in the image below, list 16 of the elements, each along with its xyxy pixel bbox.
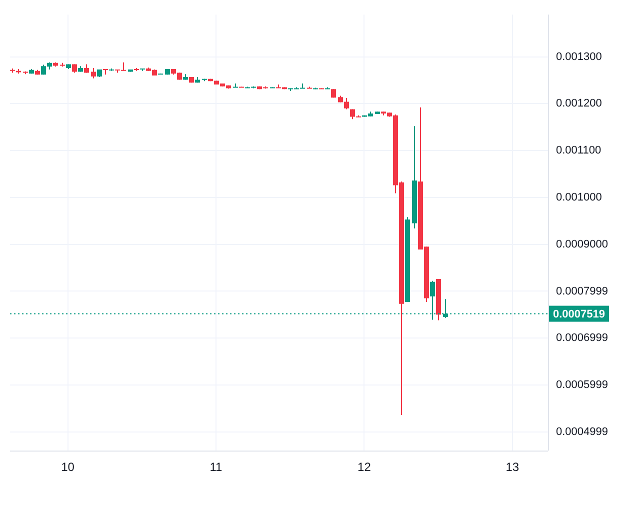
y-tick-label: 0.001300: [556, 50, 602, 63]
y-tick-label: 0.001100: [556, 144, 602, 157]
x-tick-label: 11: [210, 460, 223, 474]
y-tick-label: 0.0005999: [556, 379, 608, 392]
x-tick-label: 12: [358, 460, 372, 474]
y-tick-label: 0.0009000: [556, 238, 608, 250]
y-tick-label: 0.0007999: [556, 285, 608, 298]
y-tick-label: 0.0004999: [556, 426, 608, 438]
y-tick-label: 0.0006999: [556, 332, 608, 344]
candlestick: [233, 83, 238, 88]
x-tick-label: 13: [506, 460, 520, 474]
y-tick-label: 0.001200: [556, 98, 602, 110]
ref-line-label: 0.0007519: [553, 308, 605, 320]
x-tick-label: 10: [61, 460, 75, 474]
candlestick: [91, 68, 96, 79]
y-tick-label: 0.001000: [556, 191, 602, 204]
